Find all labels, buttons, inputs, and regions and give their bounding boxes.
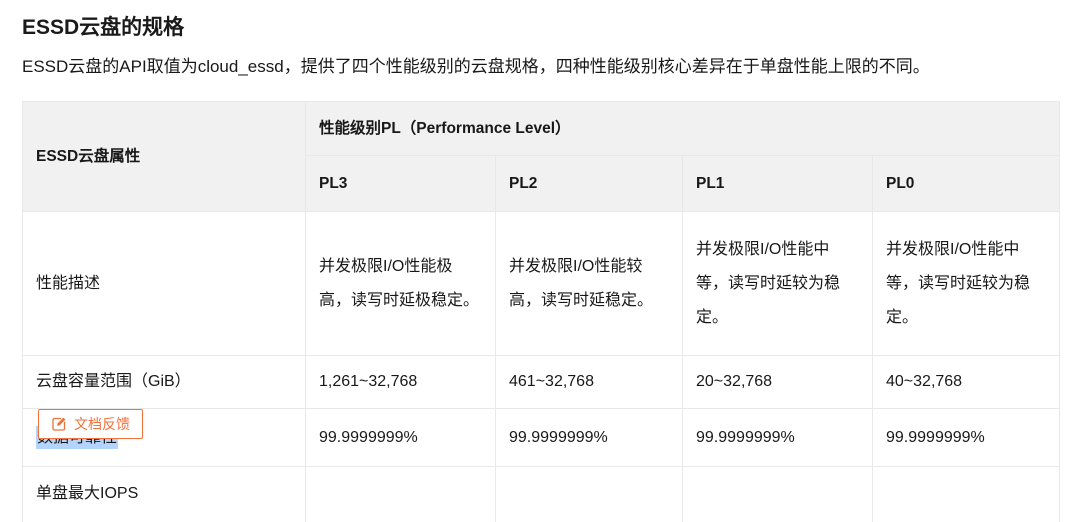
table-header-row-group: ESSD云盘属性 性能级别PL（Performance Level） (22, 101, 1061, 212)
table-row-max-iops-partial: 单盘最大IOPS (22, 466, 1061, 522)
level-header-pl3: PL3 (305, 155, 496, 212)
table-row-performance-description: 性能描述 并发极限I/O性能极高，读写时延极稳定。 并发极限I/O性能较高，读写… (22, 211, 1061, 356)
table-cell-pl2: 并发极限I/O性能较高，读写时延稳定。 (495, 211, 683, 356)
table-cell-pl0: 99.9999999% (871, 408, 1061, 467)
table-row-data-reliability: 数据可靠性 99.9999999% 99.9999999% 99.9999999… (22, 408, 1061, 467)
table-header-row-levels: PL3 PL2 PL1 PL0 (23, 155, 1061, 212)
level-header-pl2: PL2 (495, 155, 683, 212)
intro-paragraph: ESSD云盘的API取值为cloud_essd，提供了四个性能级别的云盘规格，四… (22, 57, 930, 76)
table-cell-pl2: 99.9999999% (495, 408, 683, 467)
table-cell-pl2 (495, 466, 683, 522)
level-header-pl1: PL1 (682, 155, 873, 212)
table-cell-pl2: 461~32,768 (495, 355, 683, 409)
table-cell-pl1: 99.9999999% (682, 408, 873, 467)
table-cell-pl0: 并发极限I/O性能中等，读写时延较为稳定。 (871, 211, 1061, 356)
feedback-button-label: 文档反馈 (74, 416, 130, 432)
page-title: ESSD云盘的规格 (22, 16, 185, 39)
table-row-capacity-range: 云盘容量范围（GiB） 1,261~32,768 461~32,768 20~3… (22, 355, 1061, 409)
feedback-button[interactable]: 文档反馈 (38, 409, 143, 439)
table-cell-pl3: 99.9999999% (305, 408, 496, 467)
attribute-column-header: ESSD云盘属性 (22, 101, 306, 212)
row-label: 云盘容量范围（GiB） (22, 355, 306, 409)
spec-table: ESSD云盘属性 性能级别PL（Performance Level） PL3 P… (22, 101, 1061, 522)
level-header-pl0: PL0 (871, 155, 1061, 212)
table-cell-pl0 (871, 466, 1061, 522)
table-cell-pl1: 并发极限I/O性能中等，读写时延较为稳定。 (682, 211, 873, 356)
performance-level-group-header: 性能级别PL（Performance Level） (304, 101, 1061, 156)
edit-icon (52, 417, 66, 431)
table-cell-pl3: 并发极限I/O性能极高，读写时延极稳定。 (305, 211, 496, 356)
row-label: 单盘最大IOPS (22, 466, 306, 522)
table-cell-pl3 (305, 466, 496, 522)
table-cell-pl3: 1,261~32,768 (305, 355, 496, 409)
table-cell-pl0: 40~32,768 (871, 355, 1061, 409)
table-cell-pl1: 20~32,768 (682, 355, 873, 409)
table-cell-pl1 (682, 466, 873, 522)
row-label: 性能描述 (22, 211, 306, 356)
